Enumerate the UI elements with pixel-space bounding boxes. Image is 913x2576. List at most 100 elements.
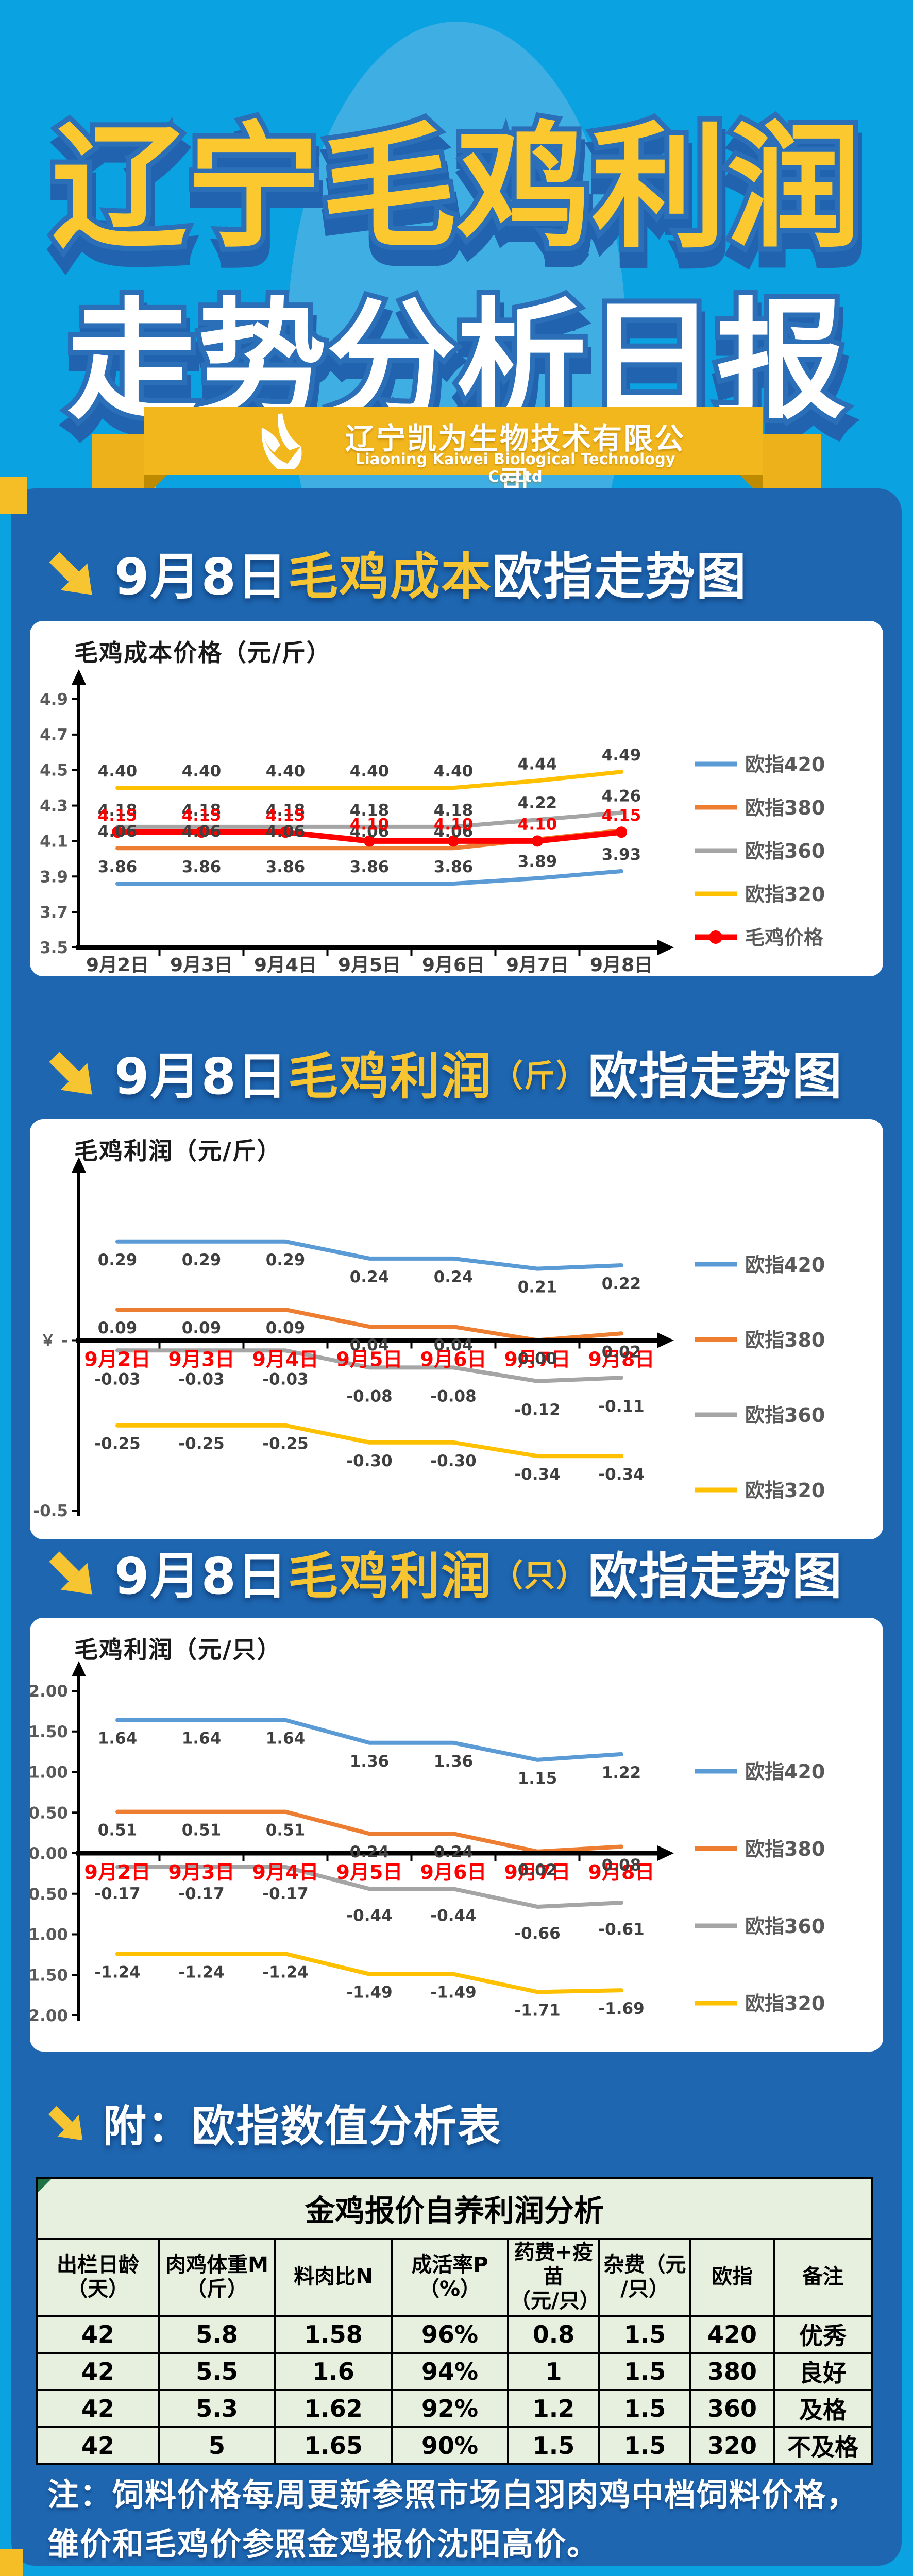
table-row: 42 5.3 1.62 92% 1.2 1.5 360 及格 <box>36 2388 873 2428</box>
point-label-欧指360: 4.18 <box>182 801 222 820</box>
section-header-profit-bird: 9月8日毛鸡利润（只）欧指走势图 <box>45 1548 843 1605</box>
service-phone-number: 13840641668 <box>98 2570 657 2576</box>
series-line-欧指420 <box>115 1239 623 1271</box>
legend-label-欧指320: 欧指320 <box>745 1992 825 2015</box>
table-cell: 1.5 <box>598 2388 691 2428</box>
series-marker-毛鸡价格 <box>280 826 291 838</box>
table-cell: 92% <box>391 2388 509 2428</box>
table-cell: 5.8 <box>158 2314 276 2354</box>
table-row: 42 5 1.65 90% 1.5 1.5 320 不及格 <box>36 2426 873 2465</box>
series-marker-毛鸡价格 <box>112 826 123 838</box>
point-label-欧指420: 0.22 <box>602 1275 641 1293</box>
x-label: 9月2日 <box>86 955 149 974</box>
table-cell: 1 <box>507 2351 600 2391</box>
x-label: 9月4日 <box>254 955 317 974</box>
point-label-欧指320: -0.25 <box>262 1435 308 1453</box>
point-label-欧指320: 4.40 <box>266 762 306 781</box>
x-label: 9月3日 <box>168 1861 235 1884</box>
point-label-欧指360: -0.17 <box>94 1885 140 1903</box>
cost-chart-title: 毛鸡成本价格（元/斤） <box>74 639 331 667</box>
x-label: 9月8日 <box>590 955 653 974</box>
point-label-欧指320: 4.49 <box>602 746 641 765</box>
deco-square-top-left <box>0 477 27 514</box>
point-label-欧指320: -0.30 <box>430 1452 476 1470</box>
table-cell: 5.5 <box>158 2351 276 2391</box>
section-title-part: 毛鸡利润 <box>288 1047 492 1106</box>
point-label-欧指320: -1.71 <box>514 2001 560 2020</box>
y-tick-label: 4.7 <box>40 726 68 744</box>
main-title-line1: 辽宁毛鸡利润 辽宁毛鸡利润 <box>46 104 870 276</box>
table-header-cell: 料肉比N <box>274 2238 393 2317</box>
x-label: 9月7日 <box>506 955 569 974</box>
section-title-part: 附：欧指数值分析表 <box>103 2100 502 2151</box>
series-marker-毛鸡价格 <box>448 835 459 847</box>
section-title-part: 欧指走势图 <box>588 1547 843 1606</box>
point-label-欧指420: 0.24 <box>350 1268 390 1286</box>
table-cell: 1.5 <box>598 2314 691 2354</box>
legend-label-欧指380: 欧指380 <box>745 1838 825 1860</box>
point-label-欧指380: 0.04 <box>350 1336 390 1354</box>
table-cell: 420 <box>689 2314 775 2354</box>
profit-jin-chart-card: 毛鸡利润（元/斤） ￥ - ￥-0.5 9月2日 9月3日 9月4日 9月5日 9月6日 9月… <box>30 1119 883 1539</box>
series-marker-毛鸡价格 <box>532 835 543 847</box>
section-title-part: 9月8日 <box>114 1047 288 1106</box>
profit-bird-chart: 2.00 1.50 1.00 0.50 0.00 -0.50 -1.00 -1.50 -2.00… <box>30 1661 825 2025</box>
point-label-毛鸡价格: 4.15 <box>182 806 222 825</box>
table-cell: 5.3 <box>158 2388 276 2428</box>
point-label-欧指420: 0.21 <box>518 1278 557 1297</box>
table-cell: 良好 <box>772 2351 873 2391</box>
section-title-part: （只） <box>492 1558 588 1595</box>
point-label-欧指360: -0.03 <box>94 1370 140 1388</box>
table-header-cell: 成活率P （%） <box>391 2238 509 2317</box>
y-tick-label: 2.00 <box>30 1682 68 1701</box>
down-right-arrow-icon <box>45 1048 101 1106</box>
series-line-欧指360 <box>115 1348 623 1383</box>
profit-bird-chart-title: 毛鸡利润（元/只） <box>74 1636 282 1664</box>
point-label-欧指420: 0.24 <box>434 1268 474 1286</box>
point-label-欧指380: 0.04 <box>434 1336 474 1354</box>
table-cell: 42 <box>36 2426 160 2465</box>
point-label-欧指320: -1.49 <box>346 1984 392 2002</box>
down-right-arrow-icon <box>45 548 101 606</box>
x-label: 9月5日 <box>336 1861 403 1884</box>
point-label-欧指320: -1.24 <box>262 1963 308 1981</box>
point-label-欧指320: -1.24 <box>94 1963 140 1981</box>
down-right-arrow-icon <box>45 1548 101 1605</box>
profit-jin-chart-title: 毛鸡利润（元/斤） <box>74 1137 282 1165</box>
x-label: 9月7日 <box>504 1861 571 1884</box>
legend-marker-毛鸡价格 <box>709 930 722 944</box>
company-banner-ribbon <box>144 407 763 475</box>
point-label-欧指420: 3.86 <box>350 858 390 876</box>
x-label: 9月3日 <box>168 1348 235 1370</box>
point-label-欧指380: 0.09 <box>266 1319 306 1337</box>
y-tick-label: 4.3 <box>40 797 68 816</box>
table-cell: 1.58 <box>274 2314 393 2354</box>
point-label-欧指420: 1.64 <box>266 1730 306 1748</box>
legend-label-欧指360: 欧指360 <box>745 1915 825 1938</box>
point-label-欧指320: -0.25 <box>94 1435 140 1453</box>
point-label-欧指320: -0.34 <box>514 1465 560 1484</box>
point-label-欧指360: 4.18 <box>434 801 474 820</box>
section-header-cost: 9月8日毛鸡成本欧指走势图 <box>45 548 747 606</box>
point-label-欧指420: 1.64 <box>98 1730 138 1748</box>
point-label-毛鸡价格: 4.10 <box>434 815 474 834</box>
point-label-欧指420: 1.64 <box>182 1730 222 1748</box>
point-label-欧指380: 0.24 <box>350 1843 390 1861</box>
table-row: 42 5.5 1.6 94% 1 1.5 380 良好 <box>36 2351 873 2391</box>
legend-label-毛鸡价格: 毛鸡价格 <box>745 926 824 949</box>
legend-label-欧指320: 欧指320 <box>745 1479 825 1502</box>
company-logo-icon <box>253 412 331 470</box>
table-header-cell: 杂费（元/只） <box>598 2238 691 2317</box>
analysis-table-wrap: 金鸡报价自养利润分析 出栏日龄 （天） 肉鸡体重M （斤） 料肉比N 成活率P （%） 药费+疫… <box>36 2177 873 2465</box>
cost-chart: 3.5 3.7 3.9 4.1 4.3 4.5 4.7 4.9 9月2日 9月3日 9月4日 9月5日… <box>40 669 825 974</box>
table-cell: 42 <box>36 2351 160 2391</box>
legend-label-欧指380: 欧指380 <box>745 796 825 819</box>
y-tick-label: 4.5 <box>40 761 68 780</box>
point-label-毛鸡价格: 4.15 <box>266 806 306 825</box>
point-label-欧指320: 4.40 <box>98 762 138 781</box>
point-label-欧指380: 0.02 <box>518 1861 557 1879</box>
point-label-欧指380: 4.06 <box>434 822 474 841</box>
point-label-欧指420: 3.89 <box>518 853 557 871</box>
point-label-欧指320: -1.69 <box>598 1999 644 2018</box>
y-tick-label: 1.00 <box>30 1764 68 1782</box>
